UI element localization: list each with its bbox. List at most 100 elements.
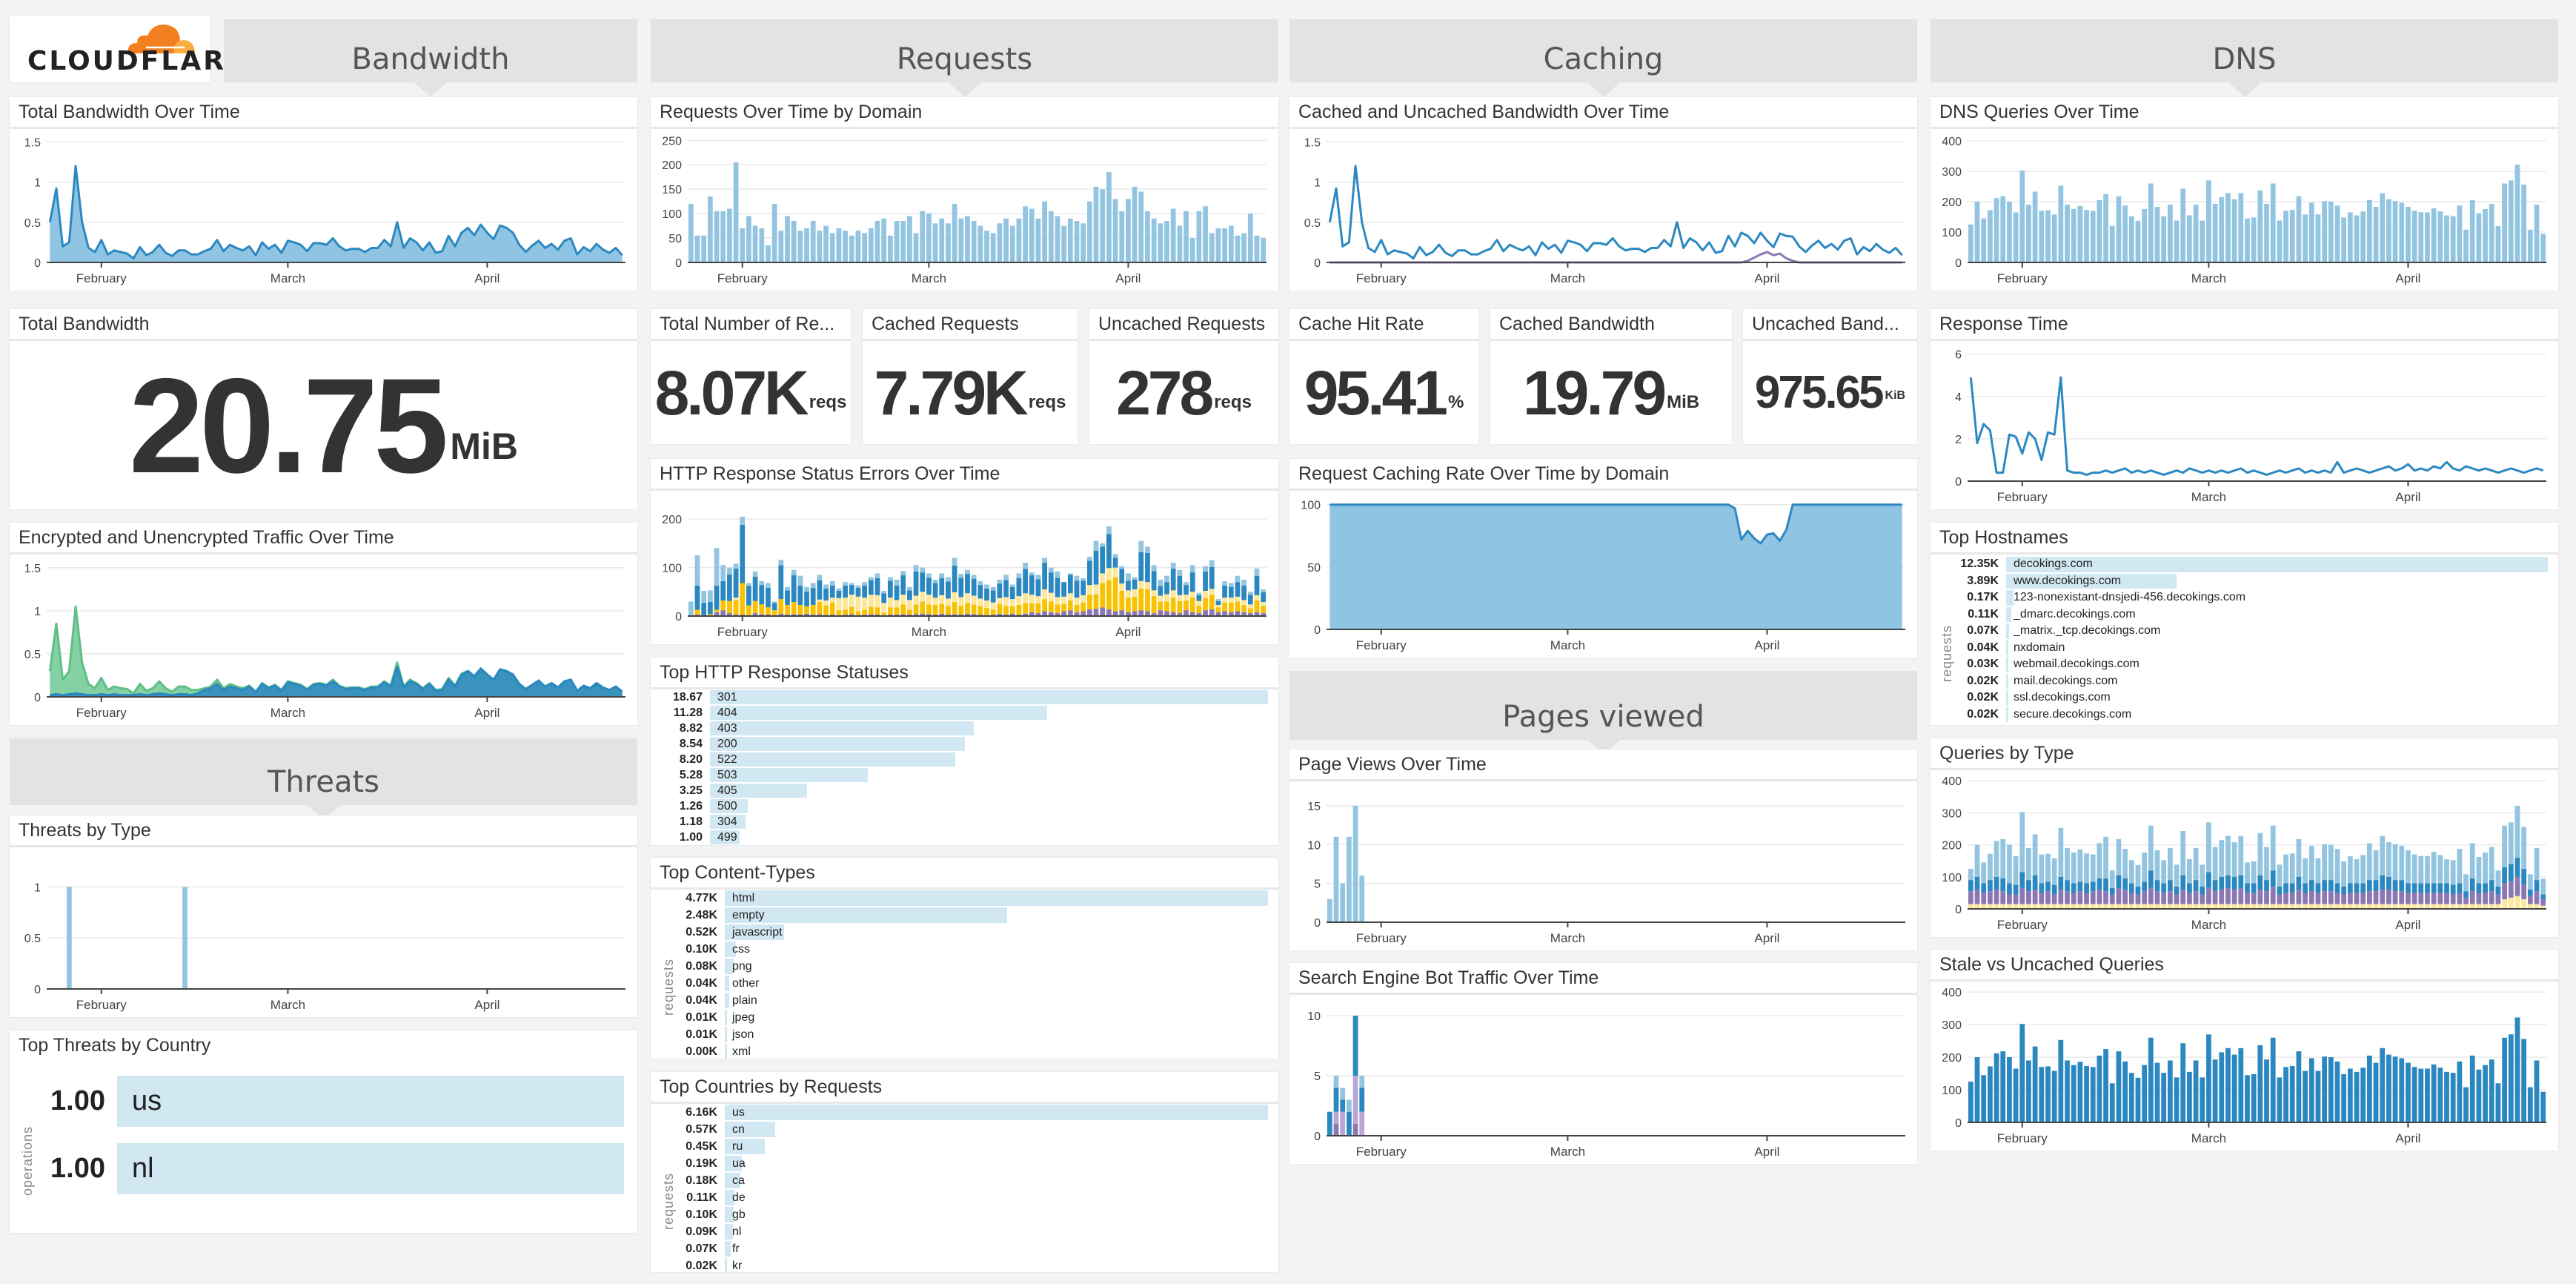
toplist-row[interactable]: 1.00 nl [30, 1142, 624, 1195]
toplist-row[interactable]: 0.02K kr [665, 1257, 1268, 1272]
toplist-value: 12.35K [1960, 557, 1999, 570]
toplist-row[interactable]: 0.08K png [665, 958, 1268, 975]
bar-segment [2508, 897, 2514, 909]
panel-stale-vs-uncached[interactable]: Stale vs Uncached Queries 0 100 200 300 400 Fe… [1931, 950, 2558, 1151]
toplist-row[interactable]: 0.09K nl [665, 1223, 1268, 1240]
stat-unit: reqs [1028, 392, 1066, 412]
toplist-row[interactable]: 8.54 200 [661, 736, 1268, 752]
toplist-row[interactable]: 2.48K empty [665, 907, 1268, 924]
toplist-row[interactable]: 0.45K ru [665, 1138, 1268, 1155]
panel-total-bandwidth[interactable]: Total Bandwidth 20.75 MiB [10, 309, 637, 509]
toplist-row[interactable]: 0.07K fr [665, 1240, 1268, 1257]
panel-page-views[interactable]: Page Views Over Time 0 5 10 15 February March A… [1289, 749, 1917, 950]
panel-http-errors[interactable]: HTTP Response Status Errors Over Time 0 10… [651, 459, 1278, 644]
toplist-row[interactable]: 0.17K 123-nonexistant-dnsjedi-456.decokin… [1939, 589, 2548, 606]
panel-queries-by-type[interactable]: Queries by Type 0 100 200 300 400 February Marc… [1931, 738, 2558, 937]
panel-total-requests[interactable]: Total Number of Re... 8.07K reqs [651, 309, 851, 444]
panel-uncached-requests[interactable]: Uncached Requests 278 reqs [1089, 309, 1278, 444]
toplist-row[interactable]: 0.19K ua [665, 1155, 1268, 1172]
toplist-row[interactable]: 0.00K xml [665, 1043, 1268, 1059]
toplist-row[interactable]: 0.03K webmail.decokings.com [1939, 656, 2548, 673]
page-views-chart[interactable]: 0 5 10 15 February March April [1289, 781, 1917, 950]
toplist-row[interactable]: 0.02K ssl.decokings.com [1939, 689, 2548, 706]
toplist-row[interactable]: 3.89K www.decokings.com [1939, 573, 2548, 590]
cached-bandwidth-chart[interactable]: 0 0.5 1 1.5 February March April [1289, 129, 1917, 291]
x-tick-label: March [1550, 931, 1585, 945]
toplist-row[interactable]: 0.10K css [665, 941, 1268, 958]
panel-cached-uncached-bandwidth[interactable]: Cached and Uncached Bandwidth Over Time 0… [1289, 97, 1917, 291]
toplist-row[interactable]: 0.04K plain [665, 992, 1268, 1009]
panel-cached-bandwidth[interactable]: Cached Bandwidth 19.79 MiB [1490, 309, 1732, 444]
encrypted-traffic-chart[interactable]: 0 0.5 1 1.5 February March April [10, 555, 637, 725]
toplist-row[interactable]: 0.11K _dmarc.decokings.com [1939, 606, 2548, 623]
x-tick-label: April [1115, 271, 1141, 285]
toplist-bar-track: secure.decokings.com [2006, 706, 2548, 724]
panel-top-http-statuses[interactable]: Top HTTP Response Statuses 18.67 301 11.28 4… [651, 658, 1278, 845]
toplist-row[interactable]: 1.00 499 [661, 830, 1268, 845]
http-errors-chart[interactable]: 0 100 200 February March April [651, 491, 1278, 644]
bar-segment [1189, 572, 1195, 592]
panel-uncached-bandwidth[interactable]: Uncached Band... 975.65 KiB [1743, 309, 1917, 444]
toplist-row[interactable]: 0.02K mail.decokings.com [1939, 673, 2548, 690]
bar-segment [946, 598, 951, 606]
toplist-row[interactable]: 1.18 304 [661, 814, 1268, 830]
requests-chart[interactable]: 0 50 100 150 200 250 February March April [651, 129, 1278, 291]
panel-encrypted-traffic[interactable]: Encrypted and Unencrypted Traffic Over T… [10, 523, 637, 725]
toplist-row[interactable]: 4.77K html [665, 890, 1268, 907]
toplist-row[interactable]: 0.01K jpeg [665, 1009, 1268, 1026]
total-bandwidth-chart[interactable]: 0 0.5 1 1.5 February March April [10, 129, 637, 291]
bar-segment [2334, 883, 2340, 893]
toplist-row[interactable]: 1.00 us [30, 1075, 624, 1128]
bot-traffic-chart[interactable]: 0 5 10 February March April [1289, 995, 1917, 1164]
bar-segment [997, 598, 1003, 604]
toplist-bar [2006, 706, 2008, 722]
toplist-row[interactable]: 0.02K secure.decokings.com [1939, 706, 2548, 724]
panel-total-bandwidth-over-time[interactable]: Total Bandwidth Over Time 0 0.5 1 1.5 Februar… [10, 97, 637, 291]
caching-rate-chart[interactable]: 0 50 100 February March April [1289, 491, 1917, 658]
panel-cache-hit-rate[interactable]: Cache Hit Rate 95.41% [1289, 309, 1478, 444]
panel-top-hostnames[interactable]: Top Hostnames requests 12.35K decokings.com… [1931, 523, 2558, 725]
series-line [48, 165, 623, 260]
toplist-row[interactable]: 0.52K javascript [665, 924, 1268, 941]
toplist-row[interactable]: 6.16K us [665, 1104, 1268, 1121]
panel-title: Search Engine Bot Traffic Over Time [1289, 963, 1917, 995]
panel-request-caching-rate[interactable]: Request Caching Rate Over Time by Domain… [1289, 459, 1917, 658]
dns-queries-chart[interactable]: 0 100 200 300 400 February March April [1931, 129, 2558, 291]
toplist-row[interactable]: 0.01K json [665, 1026, 1268, 1043]
bar-segment [1106, 568, 1112, 580]
toplist-value: 0.45K [686, 1140, 717, 1153]
queries-by-type-chart[interactable]: 0 100 200 300 400 February March April [1931, 770, 2558, 937]
panel-cached-requests[interactable]: Cached Requests 7.79K reqs [863, 309, 1078, 444]
response-time-chart[interactable]: 0 2 4 6 February March April [1931, 341, 2558, 509]
toplist-row[interactable]: 0.18K ca [665, 1172, 1268, 1189]
panel-top-threats-by-country[interactable]: Top Threats by Country operations 1.00 us 1.… [10, 1030, 637, 1233]
toplist-row[interactable]: 3.25 405 [661, 783, 1268, 798]
toplist-row[interactable]: 12.35K decokings.com [1939, 556, 2548, 573]
toplist-row[interactable]: 0.04K other [665, 975, 1268, 992]
toplist-bar [710, 815, 746, 829]
panel-response-time[interactable]: Response Time 0 2 4 6 February March April [1931, 309, 2558, 509]
toplist-bar-track: mail.decokings.com [2006, 673, 2548, 690]
panel-threats-by-type[interactable]: Threats by Type 0 0.5 1 February March April [10, 815, 637, 1017]
toplist-row[interactable]: 0.11K de [665, 1189, 1268, 1206]
toplist-row[interactable]: 8.82 403 [661, 721, 1268, 736]
toplist-label: webmail.decokings.com [2014, 658, 2140, 670]
panel-top-content-types[interactable]: Top Content-Types requests 4.77K html 2.48K e… [651, 858, 1278, 1059]
toplist-row[interactable]: 0.04K nxdomain [1939, 640, 2548, 657]
stale-vs-uncached-chart[interactable]: 0 100 200 300 400 February March April [1931, 982, 2558, 1151]
toplist-row[interactable]: 18.67 301 [661, 689, 1268, 705]
toplist-row[interactable]: 11.28 404 [661, 705, 1268, 721]
toplist-row[interactable]: 0.57K cn [665, 1121, 1268, 1138]
panel-bot-traffic[interactable]: Search Engine Bot Traffic Over Time 0 5 10 F… [1289, 963, 1917, 1164]
y-tick-label: 400 [1942, 136, 1962, 148]
toplist-row[interactable]: 0.07K _matrix._tcp.decokings.com [1939, 623, 2548, 640]
panel-top-countries[interactable]: Top Countries by Requests requests 6.16K us… [651, 1072, 1278, 1272]
x-tick-label: February [1356, 638, 1407, 652]
panel-dns-queries[interactable]: DNS Queries Over Time 0 100 200 300 400 Februa… [1931, 97, 2558, 291]
toplist-row[interactable]: 8.20 522 [661, 752, 1268, 767]
panel-requests-over-time[interactable]: Requests Over Time by Domain 0 50 100 150 200… [651, 97, 1278, 291]
threats-by-type-chart[interactable]: 0 0.5 1 February March April [10, 847, 637, 1017]
toplist-row[interactable]: 1.26 500 [661, 798, 1268, 814]
toplist-row[interactable]: 5.28 503 [661, 767, 1268, 783]
toplist-row[interactable]: 0.10K gb [665, 1206, 1268, 1223]
